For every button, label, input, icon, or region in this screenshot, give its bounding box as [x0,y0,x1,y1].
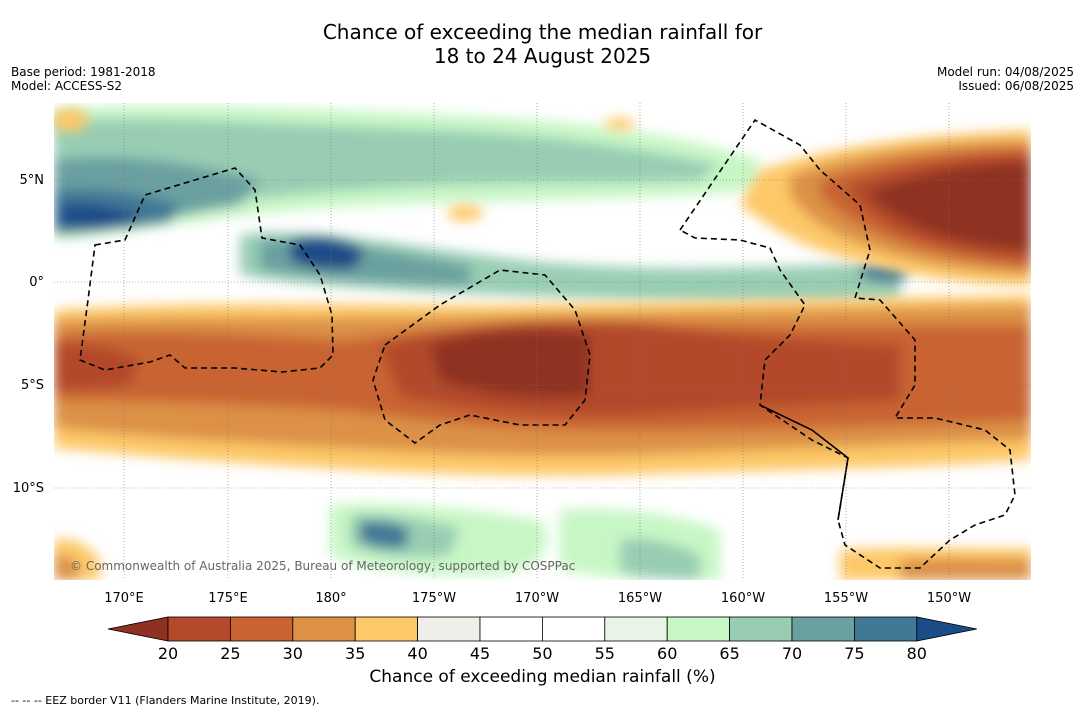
map-field: © Commonwealth of Australia 2025, Bureau… [54,103,1031,580]
lon-labels: 170°E 175°E 180° 175°W 170°W 165°W 160°W… [104,591,971,606]
lon-label: 180° [315,591,346,606]
issued-date: Issued: 06/08/2025 [958,79,1074,93]
meta-right: Model run: 04/08/2025 Issued: 06/08/2025 [937,65,1074,93]
title-line-1: Chance of exceeding the median rainfall … [322,20,763,44]
colorbar-swatch [854,616,918,642]
colorbar-swatch [791,616,855,642]
colorbar-tick-label: 25 [220,644,240,663]
colorbar-tick-label: 55 [595,644,615,663]
lon-label: 155°W [824,591,868,606]
colorbar-swatch [229,616,294,642]
eez-borders [79,118,1016,569]
colorbar-swatch [167,616,231,642]
colorbar-swatch [417,616,481,642]
colorbar-tick-label: 75 [844,644,864,663]
dry-band-south [54,295,1031,476]
lat-label: 5°N [20,173,45,188]
colorbar-tick-label: 45 [470,644,490,663]
lon-label: 175°E [208,591,248,606]
lon-label: 160°W [721,591,765,606]
title-line-2: 18 to 24 August 2025 [433,44,652,68]
eez-footnote: -- -- -- EEZ border V11 (Flanders Marine… [11,694,320,707]
lon-label: 170°W [515,591,559,606]
colorbar-tick-label: 70 [782,644,802,663]
lon-label: 175°W [412,591,456,606]
lat-label: 10°S [13,481,44,496]
base-period: Base period: 1981-2018 [11,65,156,79]
colorbar: 20 25 30 35 40 45 50 55 60 65 70 75 80 [107,616,977,663]
colorbar-swatch [666,616,731,642]
colorbar-swatch [604,616,668,642]
lat-label: 0° [29,275,44,290]
lon-label: 150°W [927,591,971,606]
colorbar-swatch [354,616,419,642]
colorbar-swatch [542,616,606,642]
colorbar-tick-label: 60 [657,644,677,663]
colorbar-tick-label: 20 [158,644,178,663]
colorbar-tick-label: 65 [719,644,739,663]
colorbar-extend-low [107,616,169,642]
lat-label: 5°S [21,378,44,393]
colorbar-tick-label: 40 [407,644,427,663]
model-run: Model run: 04/08/2025 [936,65,1074,79]
dry-patches-north [54,108,635,221]
lon-label: 170°E [104,591,144,606]
lon-label: 165°W [618,591,662,606]
colorbar-swatch [479,616,543,642]
colorbar-label: Chance of exceeding median rainfall (%) [369,667,716,687]
colorbar-swatch [729,616,793,642]
model-name: Model: ACCESS-S2 [11,79,123,93]
colorbar-tick-label: 80 [907,644,927,663]
copyright-text: © Commonwealth of Australia 2025, Bureau… [70,559,575,573]
meta-left: Base period: 1981-2018 Model: ACCESS-S2 [11,65,156,93]
colorbar-tick-label: 50 [532,644,552,663]
wet-band-north [54,105,910,303]
solid-boundary [759,404,849,521]
colorbar-swatch [292,616,356,642]
colorbar-tick-label: 30 [283,644,303,663]
gridlines [54,103,1031,580]
lat-labels: 5°N 0° 5°S 10°S [13,173,44,496]
chart-title: Chance of exceeding the median rainfall … [0,20,1085,68]
colorbar-extend-high [916,616,977,642]
dry-area-northeast [740,130,1031,285]
colorbar-tick-label: 35 [345,644,365,663]
